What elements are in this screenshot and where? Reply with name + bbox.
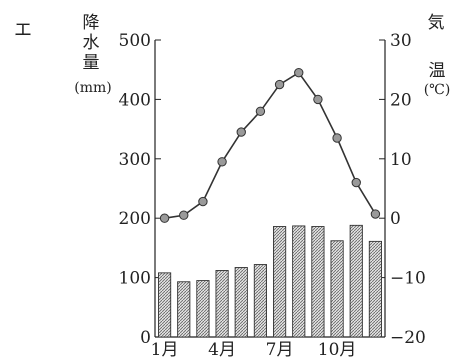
temperature-point — [294, 67, 304, 78]
right-axis-label-char-1: 気 — [428, 13, 445, 33]
right-tick-label: 30 — [390, 31, 412, 51]
left-axis-label-char-2: 水 — [83, 33, 100, 53]
right-axis-ticks: −20 −10 0 10 20 30 — [379, 31, 426, 348]
x-tick-label: 1月 — [151, 340, 179, 360]
precipitation-bars — [157, 224, 382, 338]
left-tick-label: 200 — [119, 209, 151, 229]
precipitation-bar — [273, 226, 287, 338]
left-tick-label: 100 — [119, 269, 151, 289]
precipitation-bar — [368, 240, 382, 338]
precipitation-bar — [330, 240, 344, 338]
x-axis-ticks: 1月 4月 7月 10月 — [151, 340, 357, 360]
precipitation-bar — [253, 264, 268, 338]
temperature-point — [255, 106, 266, 116]
temperature-point — [370, 209, 381, 219]
x-tick-label: 10月 — [318, 340, 357, 360]
panel-mark: エ — [14, 20, 32, 41]
right-axis-label-char-2: 温 — [429, 61, 446, 81]
temperature-point — [351, 177, 361, 188]
precipitation-bar — [349, 224, 363, 338]
precipitation-bar — [157, 272, 172, 338]
right-tick-label: −20 — [390, 328, 426, 348]
temperature-point — [198, 196, 208, 207]
right-tick-label: 0 — [390, 209, 401, 229]
temperature-polyline — [164, 71, 377, 219]
left-tick-label: 400 — [119, 90, 151, 110]
left-tick-label: 0 — [140, 328, 151, 348]
precipitation-bar — [311, 226, 325, 338]
temperature-point — [159, 213, 170, 223]
temperature-point — [332, 133, 342, 143]
temperature-point — [274, 79, 285, 90]
temperature-point — [313, 94, 323, 105]
right-tick-label: 10 — [390, 150, 412, 170]
right-tick-label: −10 — [390, 269, 426, 289]
left-axis-unit: (mm) — [74, 80, 111, 96]
left-axis-label-char-3: 量 — [83, 53, 100, 73]
precipitation-bar — [292, 225, 306, 338]
precipitation-bar — [234, 267, 248, 338]
temperature-line — [159, 67, 381, 223]
right-axis-unit: (℃) — [424, 82, 451, 98]
left-tick-label: 300 — [119, 150, 151, 170]
precipitation-bar — [215, 270, 229, 338]
temperature-point — [179, 210, 189, 220]
precipitation-bar — [196, 280, 210, 338]
x-tick-label: 4月 — [208, 340, 236, 360]
left-tick-label: 500 — [119, 31, 151, 51]
left-axis-label-char-1: 降 — [83, 13, 100, 33]
right-tick-label: 20 — [390, 90, 412, 110]
temperature-point — [217, 157, 227, 167]
temperature-point — [236, 127, 246, 137]
precipitation-bar — [177, 281, 191, 338]
x-tick-label: 7月 — [266, 340, 294, 360]
left-axis-ticks: 0 100 200 300 400 500 — [119, 31, 161, 348]
